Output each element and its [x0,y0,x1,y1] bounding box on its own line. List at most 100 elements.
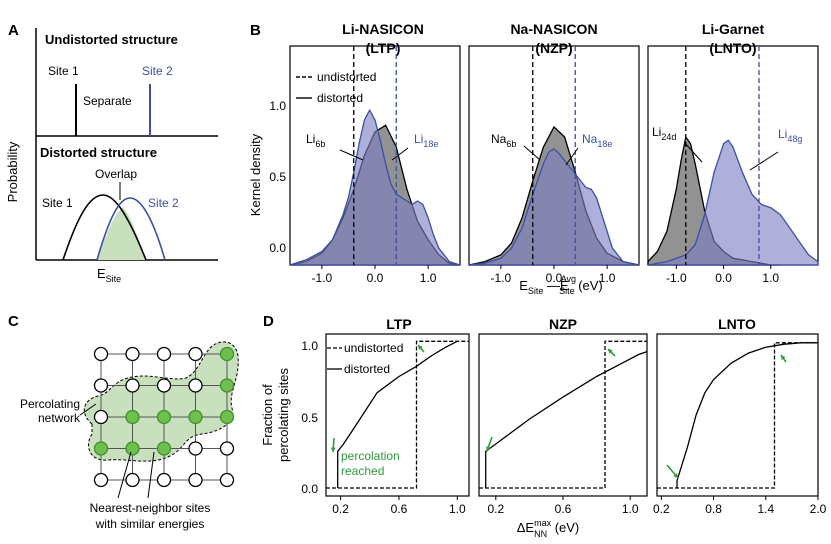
panel-label-d: D [263,313,274,330]
lattice-site [188,472,203,488]
b-xtick-1-1: 0.0 [546,271,563,285]
lattice-site [93,346,109,362]
b-site-pointer-2-1 [749,151,779,171]
percolating-site [219,378,235,393]
b-site-label-0-0: Li6b [306,132,325,149]
separate-label: Separate [83,94,132,108]
d-green-arrowhead-0-0 [330,447,336,452]
b-xtick-1-0: -1.0 [491,271,512,285]
d-xtick-1-2: 1.0 [622,502,639,516]
site2b-label: Site 2 [148,196,179,210]
percolating-site [156,441,172,456]
overlap-region [97,207,146,260]
lattice-site [219,472,235,488]
lattice-site [125,378,140,393]
percolating-site [125,409,140,425]
panel-a-distorted-title: Distorted structure [40,145,157,160]
d-xtick-2-0: 0.2 [653,502,670,516]
b-ytick-1: 0.5 [269,170,286,184]
b-site-pointer-0-1 [391,147,409,161]
d-legend-distorted: distorted [344,362,390,376]
b-xtick-1-2: 1.0 [599,271,616,285]
percolating-network-region [83,341,239,462]
percolating-site [219,409,235,425]
b-ytick-0: 0.0 [269,241,286,255]
d-xtick-0-0: 0.2 [332,502,349,516]
lattice-site [125,346,140,362]
percolating-site [219,346,235,362]
panel-b-kernel-density: Kernel density 0.0 0.5 1.0 Li-NASICON (LT… [248,21,819,296]
b-xtick-0-2: 1.0 [420,271,437,285]
percolating-site [93,441,109,456]
d-green-arrowhead-2-0 [673,473,678,478]
perc-network-label-1: Percolating [20,397,80,411]
panel-b-ylabel: Kernel density [248,133,263,216]
panel-b-xlabel: ESite —EAvg Site (eV) [519,274,603,296]
b-xtick-2-0: -1.0 [666,271,687,285]
b-site-pointer-0-0 [339,149,364,161]
nn-pointer-1 [117,451,132,499]
lattice-site [156,472,172,488]
lattice-site [156,378,172,393]
site1-distribution [62,194,147,261]
lattice-site [125,472,140,488]
d-ylabel-1: Fraction of [260,384,275,446]
panel-label-a: A [8,22,19,39]
b-site-pointer-2-0 [683,141,703,163]
panel-a-xlabel: ESite [97,266,121,284]
nn-sites-label-2: with similar energies [95,517,205,531]
d-title-0: LTP [386,316,411,332]
d-xtick-2-2: 1.4 [757,502,774,516]
panel-label-c: C [8,313,19,330]
d-green-arrowhead-2-1 [781,355,786,360]
d-xtick-0-1: 0.6 [391,502,408,516]
b-title-0-line2: (LTP) [366,40,401,56]
percolating-site [156,409,172,425]
d-title-1: NZP [549,316,577,332]
d-distorted-line-1 [485,350,648,488]
b-site-label-2-1: Li48g [778,127,802,144]
d-undistorted-line-1 [479,340,647,489]
perc-reached-label-2: reached [341,464,384,478]
d-green-arrowhead-1-0 [486,446,491,451]
d-ytick-0: 0.0 [301,482,318,496]
b-legend-undistorted: undistorted [317,70,376,84]
b-site-label-1-0: Na6b [491,132,516,149]
b-density-0-series-1 [289,109,461,266]
lattice-site [93,472,109,488]
d-undistorted-line-0 [326,340,469,489]
d-legend-undistorted: undistorted [344,341,403,355]
b-title-2-line1: Li-Garnet [702,21,765,37]
d-xtick-1-1: 0.6 [555,502,572,516]
perc-network-pointer [79,403,97,416]
panel-a-schematic: Probability Undistorted structure Site 1… [5,28,218,284]
perc-network-label-2: network [38,411,81,425]
b-site-pointer-1-0 [523,145,541,161]
d-xtick-2-1: 0.8 [705,502,722,516]
overlap-label: Overlap [95,167,137,181]
b-xtick-0-0: -1.0 [312,271,333,285]
b-xtick-0-1: 0.0 [367,271,384,285]
d-xtick-1-0: 0.2 [487,502,504,516]
b-site-label-1-1: Na18e [582,132,612,149]
d-plot-frame-0 [325,333,470,497]
b-site-label-2-0: Li24d [652,125,676,142]
b-title-1-line1: Na-NASICON [510,21,597,37]
nn-pointer-2 [147,451,155,499]
d-distorted-line-0 [337,340,458,488]
perc-reached-label-1: percolation [341,449,400,463]
b-title-0-line1: Li-NASICON [342,21,424,37]
d-distorted-line-2 [676,342,818,488]
percolating-site [125,441,140,456]
nn-sites-label-1: Nearest-neighbor sites [90,501,211,515]
d-ytick-2: 1.0 [301,339,318,353]
lattice-site [188,346,203,362]
site1-label: Site 1 [48,64,79,78]
site1b-label: Site 1 [42,196,73,210]
d-title-2: LNTO [718,316,756,332]
percolating-site [188,409,203,425]
d-xtick-2-3: 2.0 [810,502,827,516]
site2-distribution [96,197,166,261]
panel-c-lattice: Percolating network Nearest-neighbor sit… [20,341,239,531]
